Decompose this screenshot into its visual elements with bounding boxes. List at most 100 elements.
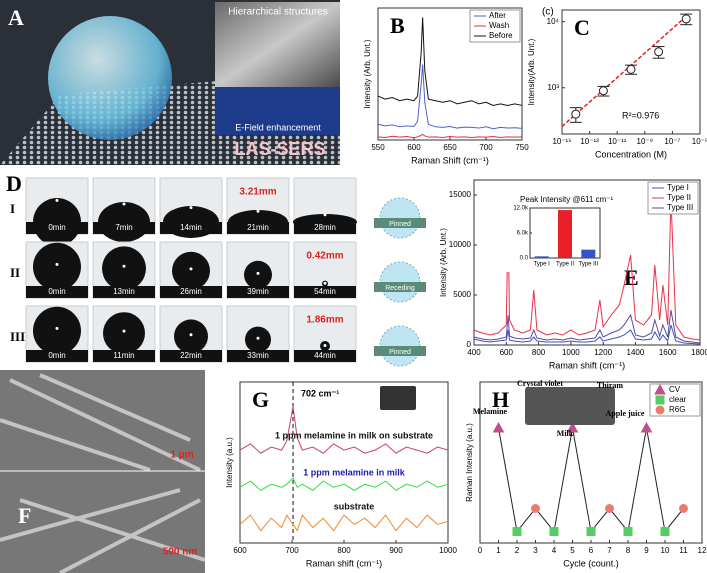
schematic-base — [374, 218, 426, 228]
point — [492, 421, 505, 433]
photo-label: Thiram — [597, 381, 624, 390]
reflection — [256, 209, 260, 213]
x-tick-label: 1600 — [659, 348, 677, 357]
legend-label: After — [489, 11, 506, 20]
x-tick-label: 1200 — [594, 348, 612, 357]
droplet — [228, 210, 288, 234]
substrate — [227, 350, 289, 362]
point — [654, 47, 664, 57]
time-label: 0min — [48, 287, 65, 296]
substrate — [93, 350, 155, 362]
x-tick-label: 600 — [407, 143, 421, 152]
row-label: III — [10, 329, 25, 344]
photo-label: Crystal violet — [517, 379, 563, 388]
substrate — [160, 350, 222, 362]
y-tick-label: 15000 — [449, 190, 472, 199]
point — [626, 64, 636, 74]
x-tick-label: 2 — [515, 546, 520, 555]
time-label: 21min — [247, 223, 269, 232]
x-tick-label: 7 — [607, 546, 612, 555]
inset-title: Peak Intensity @611 cm⁻¹ — [520, 195, 613, 204]
time-label: 13min — [113, 287, 135, 296]
row-label: I — [10, 201, 15, 216]
substrate — [227, 286, 289, 298]
time-label: 0min — [48, 223, 65, 232]
legend-label: Type III — [667, 203, 693, 212]
time-label: 0min — [48, 351, 65, 360]
legend-label: clear — [669, 395, 687, 404]
point — [512, 527, 522, 536]
y-tick-label: 5000 — [453, 290, 471, 299]
legend-label: Type II — [667, 193, 691, 202]
x-tick-label: 9 — [644, 546, 649, 555]
photo-label: Milk — [557, 429, 574, 438]
bar — [581, 249, 596, 258]
legend-swatch — [655, 405, 665, 415]
reflection — [122, 202, 126, 206]
droplet — [33, 198, 81, 246]
substrate — [93, 286, 155, 298]
reflection — [256, 271, 260, 275]
substrate — [294, 286, 356, 298]
schematic-base — [374, 346, 426, 356]
point — [605, 504, 614, 513]
point — [679, 504, 688, 513]
droplet — [33, 242, 81, 291]
plot-frame — [473, 179, 701, 346]
point — [571, 109, 581, 119]
point — [681, 14, 691, 24]
x-tick-label: 10⁻⁹ — [637, 137, 654, 146]
x-axis-label: Raman shift (cm⁻¹) — [306, 558, 382, 568]
x-tick-label: 700 — [285, 546, 299, 555]
y-axis-label: Intensity (Arb. Unt.) — [363, 39, 372, 108]
legend-label: Before — [489, 31, 513, 40]
photo — [525, 387, 615, 425]
substrate — [26, 350, 88, 362]
y-tick-label: 6.0k — [517, 231, 529, 237]
x-tick-label: 1400 — [627, 348, 645, 357]
point — [640, 421, 653, 433]
y-axis-label: Raman Intensity (a.u.) — [465, 423, 474, 502]
x-tick-label: 600 — [500, 348, 514, 357]
measure: 1.86mm — [306, 315, 343, 326]
y-tick-label: 12.0k — [513, 206, 529, 212]
reference-label: 702 cm⁻¹ — [301, 388, 339, 398]
legend-label: CV — [669, 385, 681, 394]
scale-bar-label: 500 nm — [163, 547, 198, 558]
panel-label: F — [18, 503, 31, 528]
schematic-base — [374, 282, 426, 292]
x-tick-label: 8 — [626, 546, 631, 555]
series-line — [473, 309, 701, 344]
annotation: R²=0.976 — [622, 110, 659, 120]
substrate — [294, 350, 356, 362]
sem-image — [215, 2, 340, 87]
x-tick-label: Type III — [578, 262, 598, 268]
x-tick-label: 600 — [233, 546, 247, 555]
time-label: 26min — [180, 287, 202, 296]
x-tick-label: Type II — [556, 262, 574, 268]
time-label: 7min — [115, 223, 132, 232]
point — [623, 527, 633, 536]
x-tick-label: 10⁻¹³ — [580, 137, 599, 146]
x-tick-label: 1 — [496, 546, 501, 555]
y-axis-label: Intensity (a.u.) — [225, 437, 234, 488]
x-tick-label: 650 — [443, 143, 457, 152]
y-axis-label: Intensity (Arb. Unt.) — [439, 228, 448, 297]
y-axis-label: Intensity(Arb. Unt.) — [527, 38, 536, 105]
time-label: 28min — [314, 223, 336, 232]
reflection — [323, 281, 327, 285]
legend-label: R6G — [669, 405, 685, 414]
plot-frame — [561, 9, 701, 135]
panel-label: B — [390, 13, 405, 38]
x-tick-label: 400 — [467, 348, 481, 357]
caption: Hierarchical structures — [228, 7, 327, 18]
series-label: 1 ppm melamine in milk — [303, 467, 406, 477]
y-tick-label: 10000 — [449, 240, 472, 249]
reflection — [55, 326, 59, 330]
panel-label: A — [8, 5, 24, 30]
time-label: 33min — [247, 351, 269, 360]
x-tick-label: 700 — [479, 143, 493, 152]
x-tick-label: 10⁻⁵ — [692, 137, 707, 146]
x-tick-label: 800 — [337, 546, 351, 555]
